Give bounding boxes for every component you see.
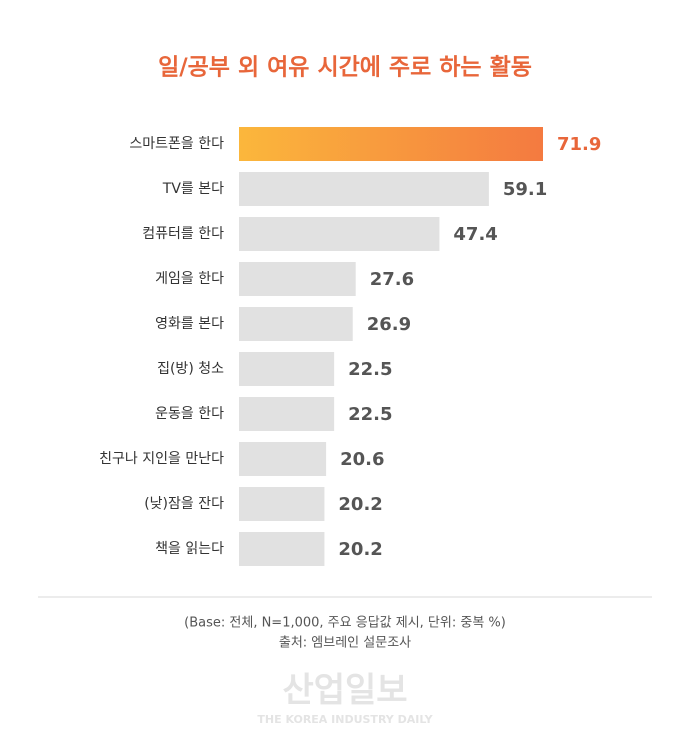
bar (239, 217, 440, 251)
value-label: 59.1 (503, 179, 547, 200)
value-label: 27.6 (370, 269, 414, 290)
note: 출처: 엠브레인 설문조사 (279, 636, 411, 651)
value-label: 47.4 (453, 224, 497, 245)
category-label: 운동을 한다 (155, 406, 224, 422)
bar (239, 397, 335, 431)
bar (239, 307, 353, 341)
value-label: 20.2 (338, 494, 382, 515)
bar (239, 352, 335, 386)
value-label: 20.6 (340, 449, 384, 470)
category-label: 컴퓨터를 한다 (142, 226, 224, 242)
bar (239, 262, 356, 296)
category-label: 친구나 지인을 만난다 (99, 451, 224, 467)
bar (239, 172, 489, 206)
category-label: (낮)잠을 잔다 (144, 496, 224, 512)
value-label: 20.2 (338, 539, 382, 560)
watermark: THE KOREA INDUSTRY DAILY (257, 713, 433, 726)
category-label: 집(방) 청소 (157, 361, 224, 377)
value-label: 26.9 (367, 314, 411, 335)
bar (239, 442, 327, 476)
value-label: 22.5 (348, 404, 392, 425)
category-label: 책을 읽는다 (155, 541, 224, 557)
note: (Base: 전체, N=1,000, 주요 응답값 제시, 단위: 중복 %) (184, 616, 506, 631)
value-label: 71.9 (557, 134, 601, 155)
category-label: 스마트폰을 한다 (129, 136, 224, 152)
bar (239, 487, 325, 521)
category-label: 게임을 한다 (155, 271, 224, 287)
bar (239, 127, 543, 161)
value-label: 22.5 (348, 359, 392, 380)
category-label: TV를 본다 (162, 181, 224, 197)
watermark: 산업일보 (282, 671, 407, 711)
bar (239, 532, 325, 566)
category-label: 영화를 본다 (155, 316, 224, 332)
chart-title: 일/공부 외 여유 시간에 주로 하는 활동 (158, 55, 532, 81)
